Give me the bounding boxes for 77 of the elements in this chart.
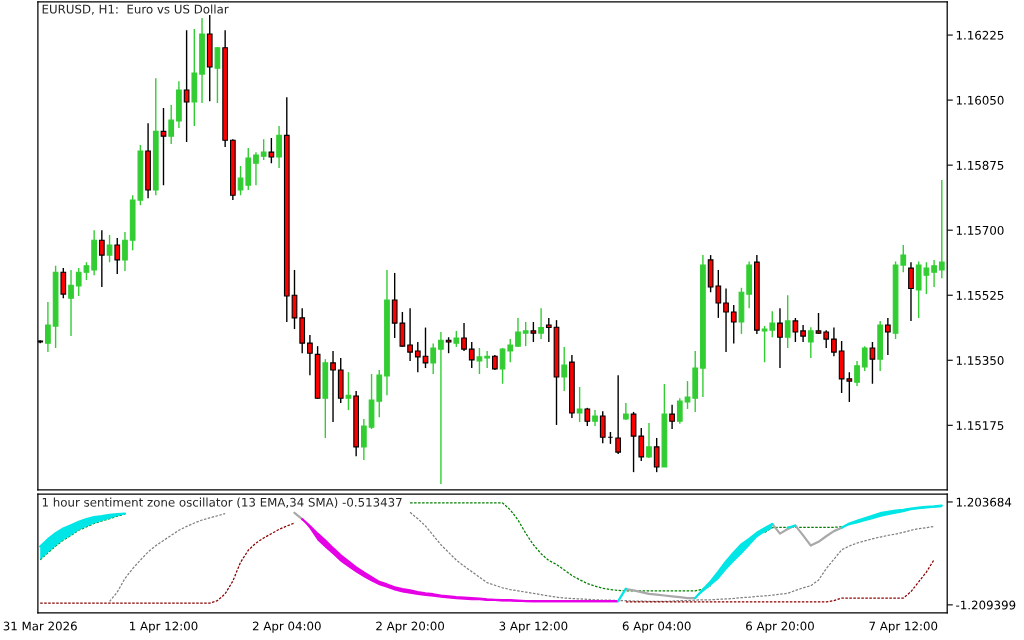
y-tick-label: -1.209399 xyxy=(956,600,1016,610)
candlestick xyxy=(122,231,128,272)
candlestick xyxy=(168,104,175,145)
candlestick xyxy=(730,304,737,345)
candlestick xyxy=(183,29,190,143)
x-tick-label: 2 Apr 20:00 xyxy=(376,621,445,633)
chart-title: EURUSD, H1: Euro vs US Dollar xyxy=(42,4,229,15)
candlestick xyxy=(854,360,860,387)
candlestick xyxy=(430,342,437,375)
y-tick-label: 1.16225 xyxy=(956,30,1004,40)
candlestick xyxy=(599,410,606,444)
candlestick xyxy=(861,345,868,372)
y-tick-label: 1.15875 xyxy=(956,160,1004,170)
candlestick xyxy=(160,107,167,186)
y-tick-label: 1.15700 xyxy=(956,225,1004,235)
candlestick xyxy=(268,137,275,164)
candlestick xyxy=(807,326,814,359)
y-tick-label: 1.16050 xyxy=(956,95,1004,105)
candlestick xyxy=(908,261,914,322)
candlestick xyxy=(515,317,521,348)
candlestick xyxy=(407,307,413,362)
candlestick xyxy=(784,294,791,349)
candlestick xyxy=(345,371,352,411)
candlestick xyxy=(307,334,313,376)
candlestick xyxy=(831,326,837,357)
candlestick xyxy=(931,259,937,288)
annotation: 1 hour sentiment zone oscillator (13 EMA,34 SMA) -0.513437 xyxy=(42,497,402,509)
candlestick xyxy=(653,437,660,473)
candlestick xyxy=(538,307,544,340)
candlestick xyxy=(468,341,475,369)
x-tick-label: 3 Apr 12:00 xyxy=(499,621,568,633)
y-tick-label: 1.203684 xyxy=(956,497,1012,507)
candlestick xyxy=(414,341,421,373)
candlestick xyxy=(260,138,267,161)
x-tick-label: 6 Apr 04:00 xyxy=(622,621,691,633)
x-tick-label: 2 Apr 04:00 xyxy=(252,621,321,633)
candlestick xyxy=(476,347,483,375)
candlestick xyxy=(484,350,491,369)
candlestick xyxy=(253,151,259,186)
candlestick xyxy=(330,350,336,423)
candlestick xyxy=(545,317,552,343)
candlestick xyxy=(98,229,105,288)
candlestick xyxy=(576,386,583,423)
candlestick xyxy=(60,267,67,299)
candlestick xyxy=(522,321,529,347)
candlestick xyxy=(114,237,121,275)
candlestick xyxy=(815,312,822,335)
candlestick xyxy=(422,326,429,369)
candlestick xyxy=(777,307,783,369)
candlestick xyxy=(214,46,221,104)
x-tick-label: 31 Mar 2026 xyxy=(3,621,77,631)
y-tick-label: 1.15350 xyxy=(956,356,1004,365)
y-tick-label: 1.15175 xyxy=(956,421,1004,430)
candlestick xyxy=(869,341,876,385)
candlestick xyxy=(622,402,629,421)
candlestick xyxy=(669,404,675,430)
candlestick xyxy=(646,422,652,459)
x-tick-label: 6 Apr 20:00 xyxy=(746,621,814,633)
candlestick xyxy=(792,317,799,343)
candlestick xyxy=(676,397,683,425)
candlestick xyxy=(45,301,51,353)
candlestick xyxy=(438,331,444,485)
candlestick xyxy=(684,380,691,410)
candlestick xyxy=(561,346,568,392)
candlestick xyxy=(276,125,282,169)
x-tick-label: 7 Apr 12:00 xyxy=(869,621,938,633)
candlestick xyxy=(884,317,891,356)
candlestick xyxy=(68,269,74,337)
candlestick xyxy=(530,321,537,343)
candlestick xyxy=(106,234,113,263)
candlestick xyxy=(615,374,622,455)
candlestick xyxy=(938,179,945,279)
x-tick-label: 1 Apr 12:00 xyxy=(130,621,198,633)
y-tick-label: 1.15525 xyxy=(956,290,1004,300)
candlestick xyxy=(723,287,729,353)
candlestick xyxy=(360,418,367,461)
candlestick xyxy=(461,322,467,352)
